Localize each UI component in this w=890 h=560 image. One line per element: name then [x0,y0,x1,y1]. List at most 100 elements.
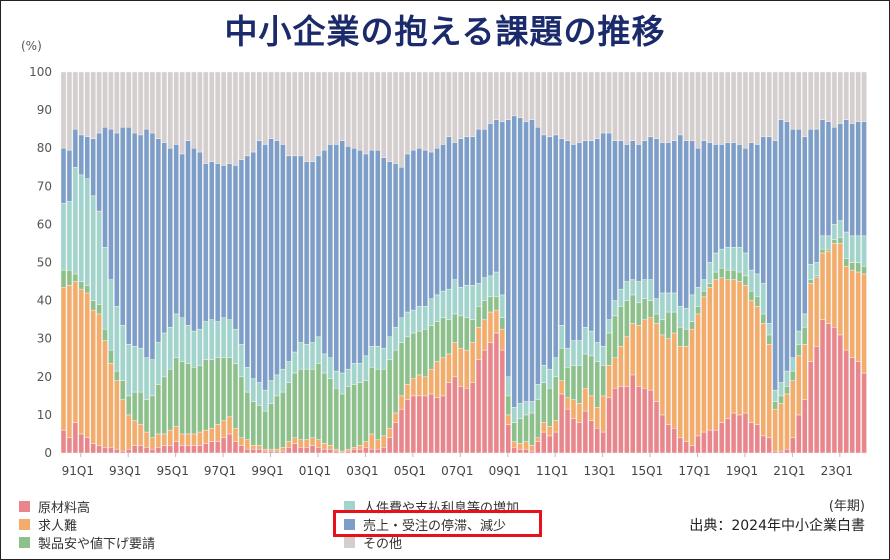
bar-segment-2 [410,332,417,379]
bar-segment-3 [84,178,90,286]
bar-segment-0 [861,372,867,454]
highlight-box [333,510,542,537]
bar-segment-5 [677,71,683,136]
legend-swatch [19,537,30,548]
bar-segment-1 [232,427,239,442]
bar-segment-3 [641,279,648,299]
bar-segment-0 [736,414,743,454]
bar-segment-1 [588,395,595,421]
bar-segment-3 [475,283,482,307]
bar-segment-1 [96,313,102,446]
bar-segment-0 [268,450,274,454]
bar-segment-1 [90,309,96,444]
bar-segment-5 [594,71,600,139]
bar-segment-2 [825,248,832,252]
bar-segment-0 [185,445,191,454]
bar-segment-1 [813,277,820,347]
bar-segment-1 [238,437,245,446]
x-tick-label: 17Q1 [678,464,710,478]
bar-segment-2 [137,391,144,425]
bar-segment-3 [849,235,855,263]
bar-segment-4 [724,142,731,248]
bar-segment-2 [535,399,541,439]
bar-segment-3 [179,317,185,362]
bar-segment-4 [570,144,577,341]
bar-segment-0 [102,447,108,454]
bar-segment-5 [843,71,850,120]
bar-segment-4 [683,140,689,309]
x-tick-label: 11Q1 [536,464,568,478]
bar-segment-2 [760,313,766,324]
x-tick-label: 19Q1 [726,464,758,478]
bar-segment-4 [659,142,666,294]
bar-segment-4 [452,142,458,280]
bar-segment-3 [541,365,547,383]
bar-segment-3 [618,288,624,307]
bar-segment-0 [232,441,239,454]
bar-segment-5 [724,71,731,143]
bar-segment-0 [226,433,233,454]
bar-segment-3 [226,319,233,358]
bar-segment-3 [333,370,340,389]
bar-segment-0 [108,447,114,454]
bar-segment-0 [849,357,855,454]
bar-segment-1 [386,427,393,439]
bar-segment-1 [422,376,428,397]
bar-segment-4 [707,142,713,263]
bar-segment-1 [552,420,559,433]
bar-segment-5 [707,71,713,143]
bar-segment-0 [724,418,731,454]
bar-segment-1 [784,393,790,450]
bar-segment-4 [796,128,802,332]
bar-segment-3 [155,342,162,385]
bar-segment-1 [819,252,826,320]
bar-segment-0 [529,450,535,454]
bar-segment-5 [855,71,861,122]
bar-segment-1 [790,380,796,439]
bar-segment-5 [742,71,749,149]
bar-segment-5 [220,71,227,166]
bar-segment-1 [600,395,606,433]
bar-segment-0 [363,447,369,454]
bar-segment-5 [837,71,844,124]
x-tick-label: 01Q1 [299,464,331,478]
bar-segment-3 [469,285,476,320]
bar-segment-4 [191,147,197,332]
bar-segment-2 [766,334,772,345]
bar-segment-2 [404,336,411,385]
bar-segment-3 [137,347,144,393]
bar-segment-3 [481,277,488,301]
bar-segment-2 [292,372,298,439]
bar-segment-3 [766,323,772,336]
bar-segment-5 [523,71,529,122]
x-tick-label: 05Q1 [394,464,426,478]
bar-segment-5 [547,71,553,138]
bar-segment-1 [724,279,731,419]
bar-segment-2 [552,376,559,421]
bar-segment-4 [173,144,179,315]
bar-segment-2 [84,285,90,294]
bar-segment-2 [653,313,660,324]
y-tick-label: 0 [44,446,52,460]
bar-segment-4 [535,126,541,385]
bar-segment-2 [742,275,749,286]
bar-segment-0 [143,447,150,454]
bar-segment-3 [66,201,73,271]
bar-segment-4 [766,136,772,324]
bar-segment-1 [363,441,369,448]
bar-segment-3 [363,355,369,381]
bar-segment-1 [742,285,749,414]
bar-segment-5 [588,71,595,141]
bar-segment-4 [748,142,755,271]
bar-segment-5 [286,71,292,157]
bar-segment-1 [120,399,126,452]
bar-segment-4 [618,140,624,290]
bar-segment-3 [238,344,245,378]
bar-segment-4 [90,138,96,197]
bar-segment-0 [606,397,612,454]
bar-segment-3 [78,174,85,282]
bar-segment-4 [813,128,820,263]
bar-segment-2 [446,319,452,355]
bar-segment-4 [713,144,719,254]
bar-segment-2 [232,363,239,429]
